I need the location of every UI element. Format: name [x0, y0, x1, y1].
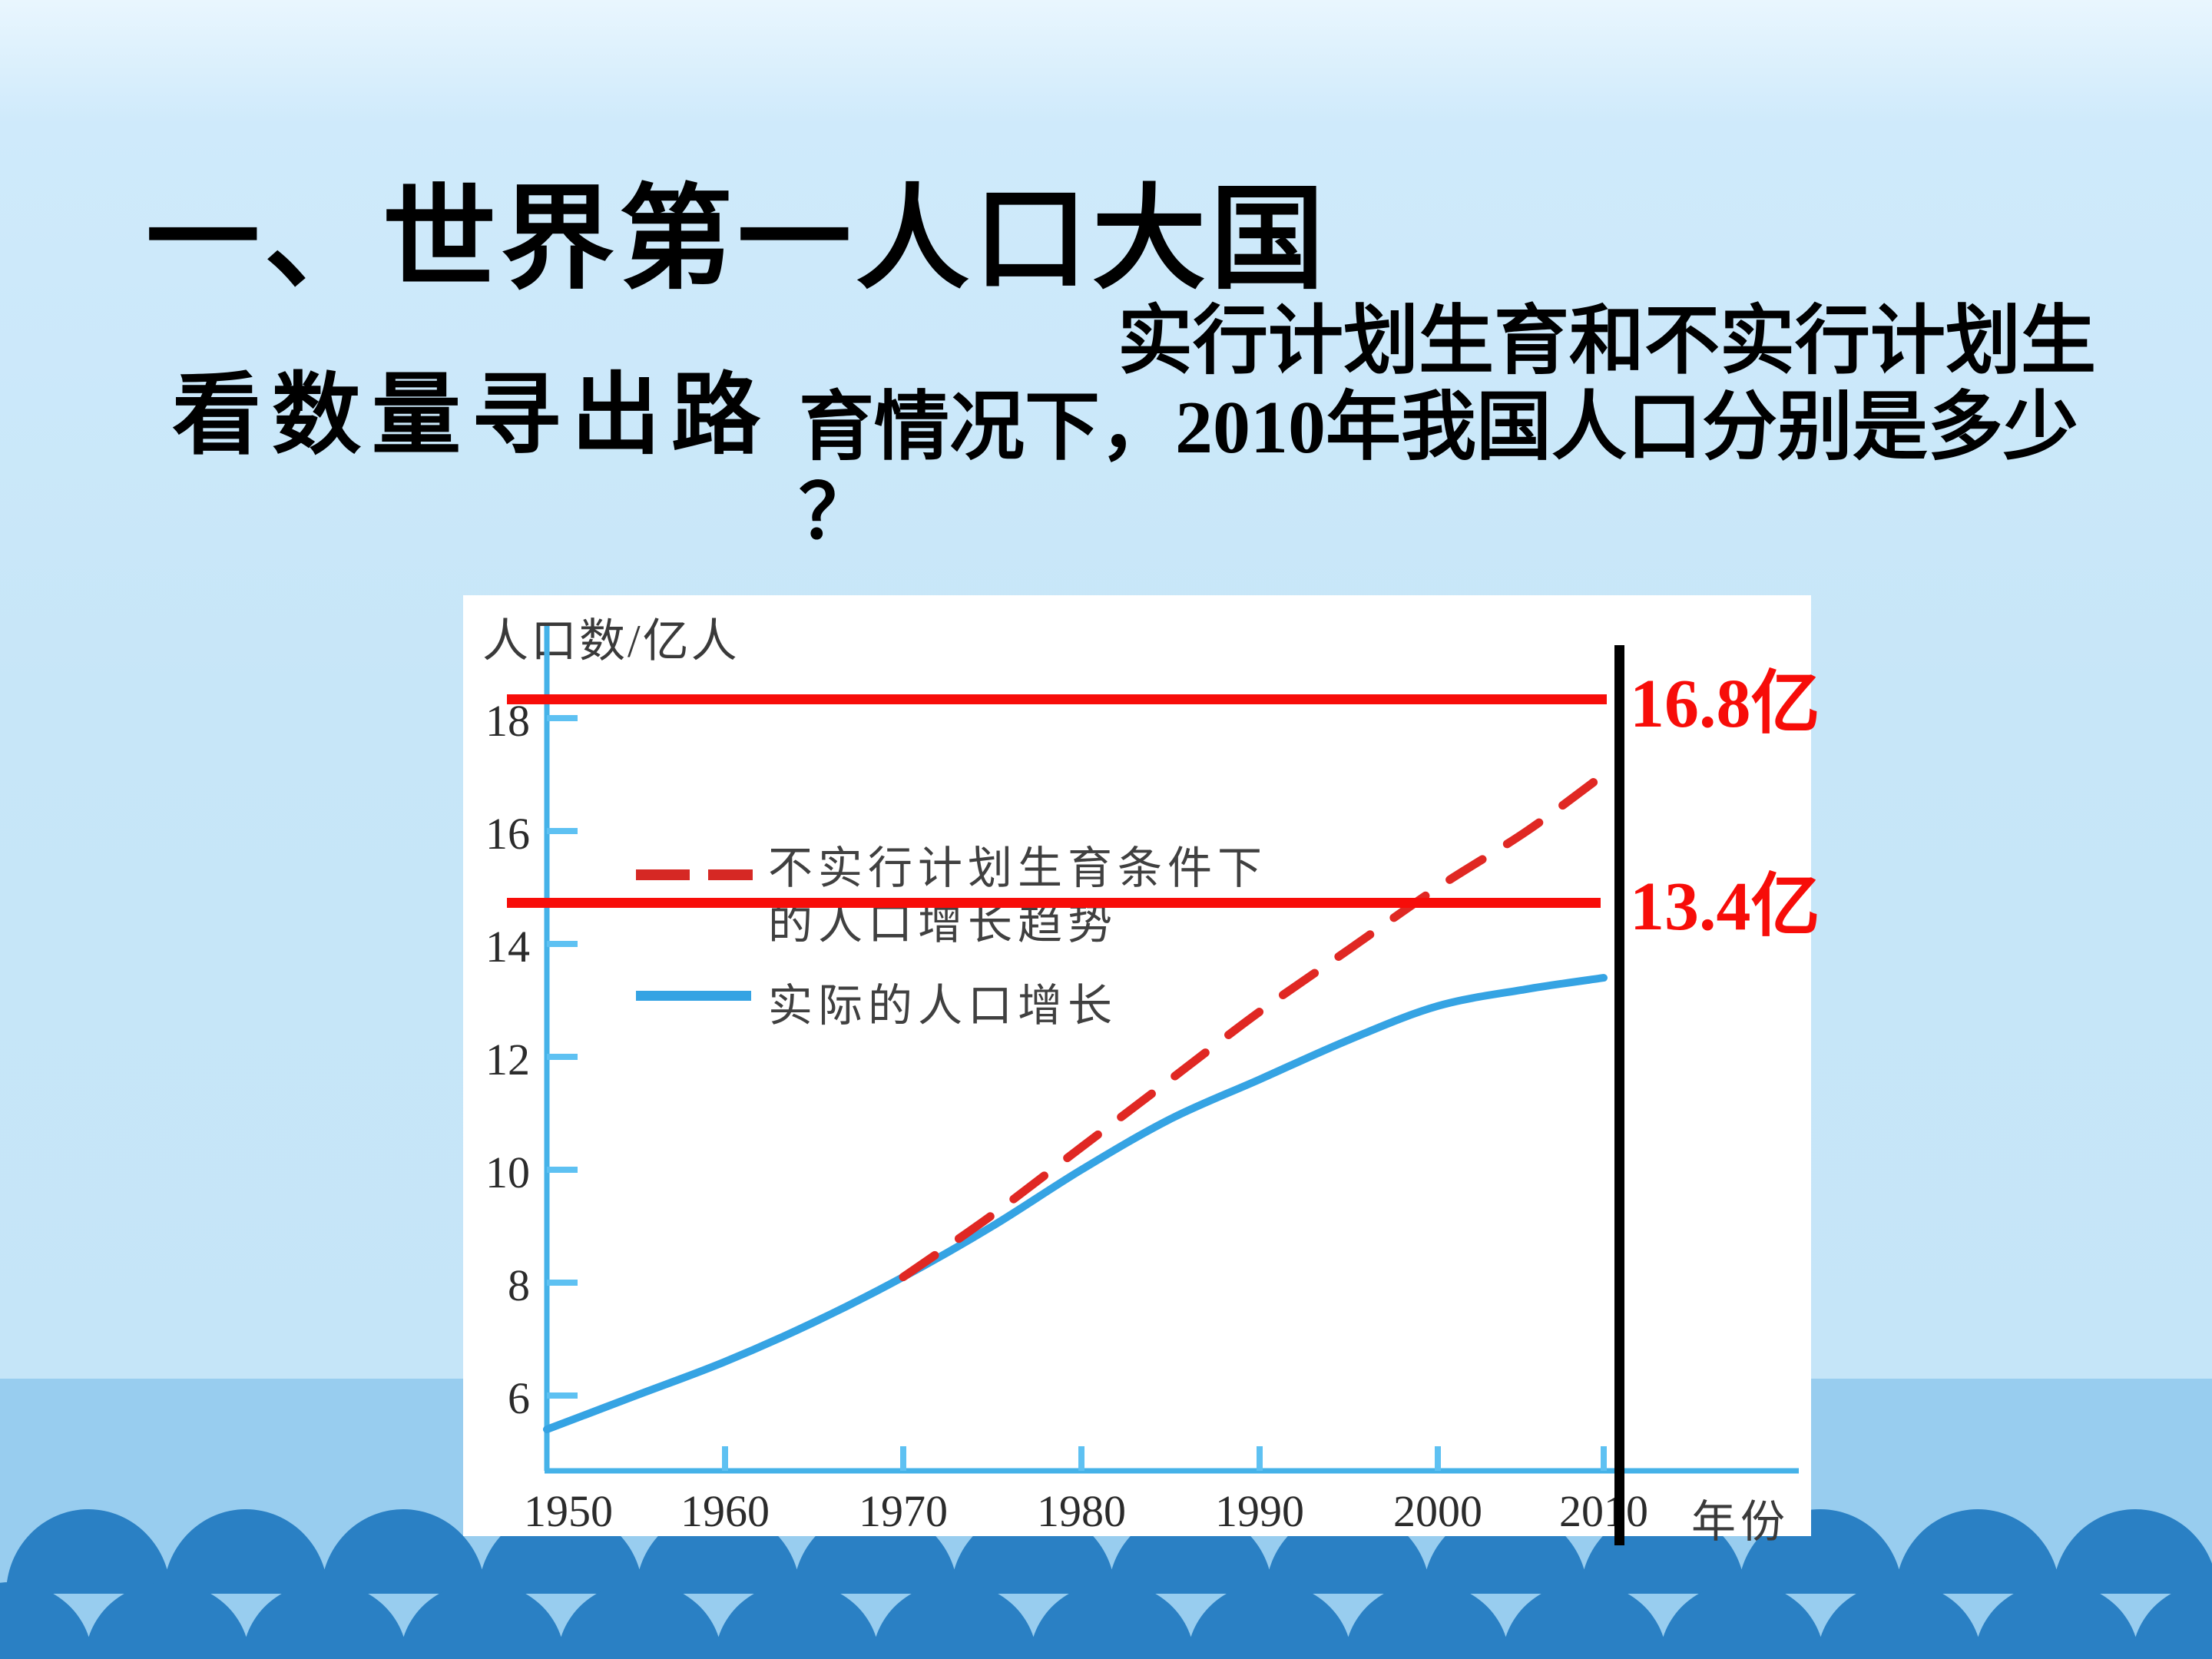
question-line-1: 实行计划生育和不实行计划生 — [1118, 300, 2097, 383]
y-tick-label-8: 8 — [508, 1260, 530, 1310]
annotation-line-13-4 — [507, 898, 1601, 908]
legend-dashed-sample — [708, 869, 753, 880]
annotation-vline-2010 — [1614, 645, 1624, 1545]
x-tick-label-1960: 1960 — [680, 1486, 770, 1536]
legend-solid-label: 实际的人口增长 — [768, 981, 1118, 1031]
legend-dashed-label-line2: 的人口增长趋势 — [768, 899, 1118, 949]
question-line-3: ？ — [799, 472, 875, 555]
legend-dashed-sample — [636, 869, 690, 880]
chart-panel — [463, 595, 1811, 1536]
annotation-label-13-4: 13.4亿 — [1630, 869, 1820, 945]
question-line-2: 育情况下，2010年我国人口分别是多少 — [799, 386, 2079, 469]
y-tick-label-6: 6 — [508, 1373, 530, 1423]
y-tick-label-16: 16 — [485, 809, 530, 859]
x-tick-label-1990: 1990 — [1215, 1486, 1304, 1536]
x-tick-label-1970: 1970 — [859, 1486, 948, 1536]
x-tick-label-2000: 2000 — [1393, 1486, 1482, 1536]
subtitle-motto: 看数量寻出路 — [172, 367, 771, 465]
y-tick-label-10: 10 — [485, 1147, 530, 1197]
legend-solid-sample — [636, 991, 751, 1001]
y-axis-title: 人口数/亿人 — [482, 616, 740, 667]
annotation-label-16-8: 16.8亿 — [1630, 666, 1820, 742]
x-tick-label-1980: 1980 — [1037, 1486, 1126, 1536]
annotation-line-16-8 — [507, 694, 1607, 704]
y-tick-label-12: 12 — [485, 1035, 530, 1084]
x-tick-label-2010: 2010 — [1559, 1486, 1648, 1536]
x-axis-title: 年份 — [1691, 1497, 1790, 1547]
x-tick-label-1950: 1950 — [524, 1486, 613, 1536]
question-text: 实行计划生育和不实行计划生 育情况下，2010年我国人口分别是多少 ？ — [799, 300, 2204, 557]
page-title: 一、世界第一人口大国 — [146, 176, 1329, 303]
y-tick-label-14: 14 — [485, 922, 530, 972]
